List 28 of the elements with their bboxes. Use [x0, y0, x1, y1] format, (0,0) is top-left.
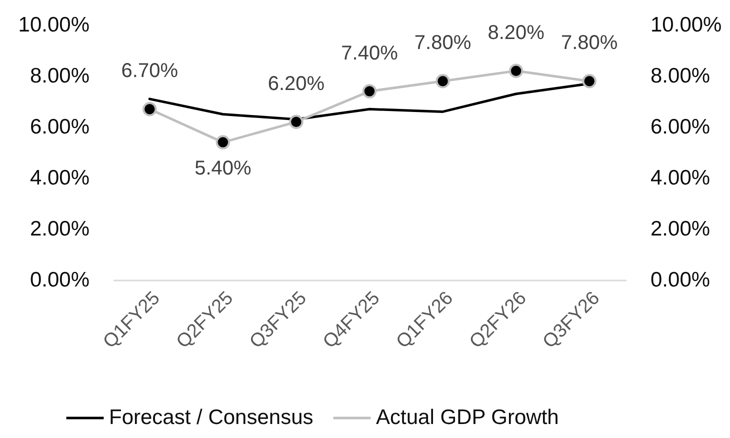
legend-label: Forecast / Consensus	[109, 406, 314, 429]
data-label: 7.40%	[341, 42, 398, 64]
y-tick-label: 8.00%	[30, 64, 90, 88]
y2-tick-label: 0.00%	[650, 268, 710, 292]
y-tick-label: 6.00%	[30, 116, 90, 138]
y2-tick-label: 4.00%	[650, 166, 710, 190]
point	[582, 74, 596, 88]
data-label: 6.20%	[268, 72, 325, 95]
y2-tick-label: 6.00%	[650, 116, 710, 138]
legend-label: Actual GDP Growth	[376, 406, 559, 429]
data-label: 7.80%	[414, 32, 472, 54]
point	[142, 102, 157, 116]
data-label: 5.40%	[194, 157, 252, 180]
y-tick-label: 0.00%	[30, 268, 90, 292]
y2-tick-label: 10.00%	[650, 14, 722, 36]
point	[508, 64, 524, 78]
data-label: 8.20%	[488, 22, 545, 44]
point	[362, 84, 377, 98]
y-tick-label: 10.00%	[18, 14, 90, 36]
point	[216, 135, 230, 150]
point	[436, 74, 450, 88]
data-label: 7.80%	[561, 32, 618, 54]
data-label: 6.70%	[121, 60, 178, 82]
y-tick-label: 2.00%	[30, 218, 90, 240]
y2-tick-label: 8.00%	[650, 64, 710, 88]
y2-tick-label: 2.00%	[650, 218, 710, 240]
point	[289, 114, 304, 130]
y-tick-label: 4.00%	[30, 166, 90, 190]
